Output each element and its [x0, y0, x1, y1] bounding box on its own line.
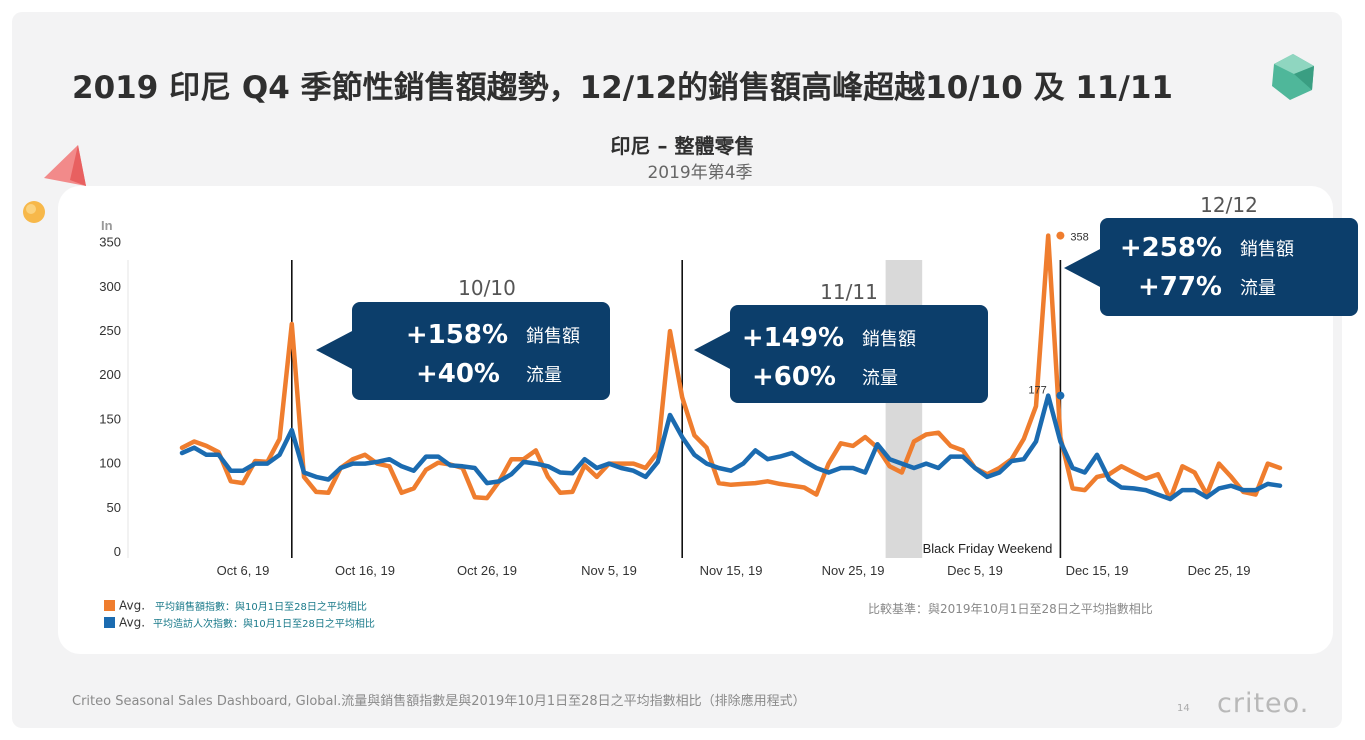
x-tick-label: Dec 5, 19 [947, 563, 1003, 578]
callout-pointer [694, 330, 732, 370]
callout-pointer [316, 330, 354, 370]
orange-ball-decoration [23, 201, 45, 223]
peak-label-1010: 10/10 [458, 276, 516, 300]
x-tick-label: Nov 25, 19 [822, 563, 885, 578]
legend-swatch-sales [104, 600, 115, 611]
x-tick-label: Oct 16, 19 [335, 563, 395, 578]
traffic-change-value: +40% [415, 359, 500, 389]
peak-label-1111: 11/11 [820, 280, 878, 304]
x-tick-label: Dec 15, 19 [1066, 563, 1129, 578]
x-tick-label: Oct 6, 19 [217, 563, 270, 578]
y-tick-label: 200 [99, 367, 121, 382]
series-line-sales [179, 233, 1283, 502]
sales-change-label: 銷售額 [1240, 239, 1294, 260]
traffic-change-label: 流量 [526, 365, 562, 386]
chart-subtitle: 印尼 – 整體零售 [610, 134, 755, 158]
y-tick-label: 250 [99, 323, 121, 338]
y-tick-label: 0 [114, 544, 121, 559]
legend-sales-avg: Avg. [119, 598, 146, 613]
y-tick-label: 300 [99, 279, 121, 294]
callout-pointer [1064, 248, 1102, 288]
traffic-change-value: +60% [751, 362, 836, 392]
y-axis-unit-label: In [101, 218, 113, 233]
chart-period: 2019年第4季 [647, 163, 753, 183]
data-point-marker [1056, 231, 1065, 240]
legend-sales-desc: 平均銷售額指數：與10月1日至28日之平均相比 [155, 602, 367, 613]
x-tick-label: Dec 25, 19 [1188, 563, 1251, 578]
callout-1212: +258% 銷售額 +77% 流量 [1100, 218, 1358, 316]
chart-legend: Avg. 平均銷售額指數：與10月1日至28日之平均相比 Avg. 平均造訪人次指數… [104, 598, 375, 630]
y-tick-label: 150 [99, 411, 121, 426]
callout-1111: +149% 銷售額 +60% 流量 [730, 305, 988, 403]
x-tick-label: Oct 26, 19 [457, 563, 517, 578]
x-tick-label: Nov 15, 19 [700, 563, 763, 578]
x-tick-label: Nov 5, 19 [581, 563, 637, 578]
peak-label-1212: 12/12 [1200, 193, 1258, 217]
page-title: 2019 印尼 Q4 季節性銷售額趨勢，12/12的銷售額高峰超越10/10 及… [72, 70, 1173, 106]
series-line-traffic [179, 393, 1283, 502]
red-pyramid-decoration [44, 145, 86, 186]
y-tick-label: 100 [99, 456, 121, 471]
legend-traffic-desc: 平均造訪人次指數：與10月1日至28日之平均相比 [153, 619, 375, 630]
baseline-note: 比較基準：與2019年10月1日至28日之平均指數相比 [868, 602, 1153, 616]
criteo-logo: criteo. [1217, 688, 1310, 719]
data-value-label: 177 [1028, 385, 1046, 397]
footer-source: Criteo Seasonal Sales Dashboard, Global.… [72, 694, 806, 709]
legend-swatch-traffic [104, 617, 115, 628]
page-number: 14 [1177, 703, 1190, 714]
shaded-region-label: Black Friday Weekend [923, 541, 1053, 556]
traffic-change-value: +77% [1137, 272, 1222, 302]
legend-item-traffic: Avg. 平均造訪人次指數：與10月1日至28日之平均相比 [104, 615, 375, 630]
teal-gem-decoration [1272, 54, 1314, 100]
y-tick-label: 50 [107, 500, 121, 515]
traffic-change-label: 流量 [1240, 278, 1276, 299]
sales-change-value: +149% [741, 323, 844, 353]
sales-change-value: +158% [405, 320, 508, 350]
sales-change-value: +258% [1119, 233, 1222, 263]
legend-item-sales: Avg. 平均銷售額指數：與10月1日至28日之平均相比 [104, 598, 375, 613]
legend-traffic-avg: Avg. [119, 615, 146, 630]
data-point-marker [1056, 391, 1065, 400]
sales-change-label: 銷售額 [862, 329, 916, 350]
data-value-label: 358 [1070, 232, 1088, 244]
sales-change-label: 銷售額 [526, 326, 580, 347]
y-tick-label: 350 [99, 235, 121, 250]
traffic-change-label: 流量 [862, 368, 898, 389]
callout-1010: +158% 銷售額 +40% 流量 [352, 302, 610, 400]
